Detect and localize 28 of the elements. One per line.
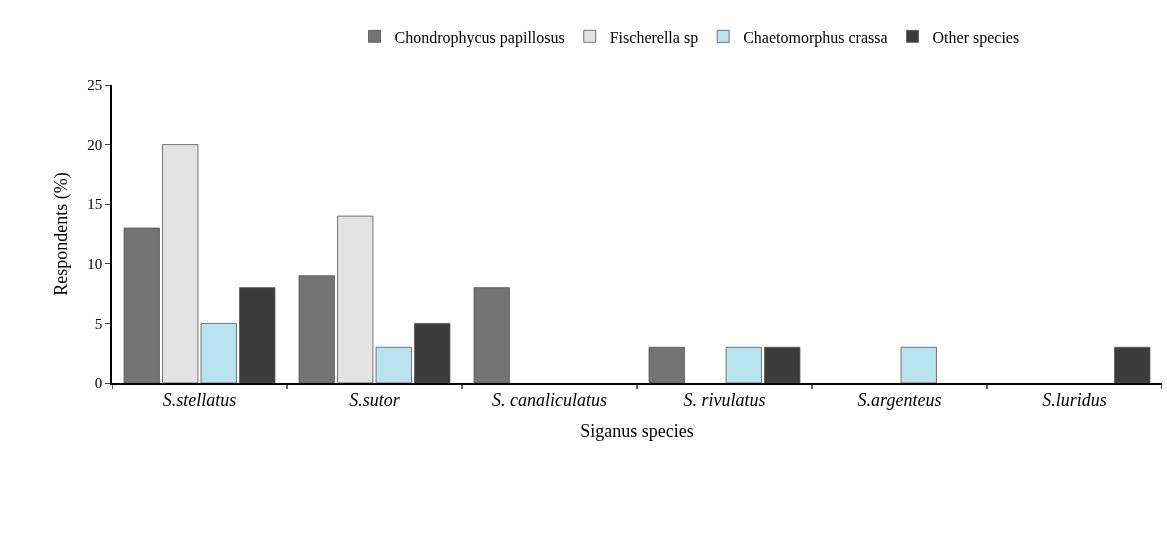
bar	[239, 287, 276, 383]
x-tick-label: S. rivulatus	[683, 390, 766, 411]
y-tick-label: 10	[87, 256, 103, 273]
bar	[725, 346, 762, 383]
y-tick-label: 0	[94, 375, 103, 392]
bar	[473, 287, 510, 383]
y-tick-label: 25	[87, 77, 103, 94]
y-tick-label: 15	[87, 196, 103, 213]
bar	[414, 323, 451, 383]
legend-label: Chondrophycus papillosus	[394, 28, 565, 47]
bar	[123, 227, 160, 383]
y-tick-label: 20	[87, 136, 103, 153]
x-tick-label: S. canaliculatus	[492, 390, 607, 411]
legend-label: Fischerella sp	[609, 28, 699, 47]
y-axis-title: Respondents (%)	[50, 172, 72, 296]
legend-label: Other species	[932, 28, 1020, 47]
x-tick-label: S.luridus	[1042, 390, 1107, 411]
x-tick-label: S.stellatus	[162, 390, 237, 411]
bar	[1114, 346, 1151, 383]
bar	[900, 346, 937, 383]
legend-label: Chaetomorphus crassa	[743, 28, 888, 47]
bar	[764, 346, 801, 383]
x-axis-title: Siganus species	[580, 420, 694, 441]
bar	[298, 275, 335, 383]
bar	[648, 346, 685, 383]
x-tick-label: S.argenteus	[857, 390, 942, 411]
y-tick-label: 5	[94, 315, 103, 332]
x-tick-label: S.sutor	[349, 390, 401, 411]
